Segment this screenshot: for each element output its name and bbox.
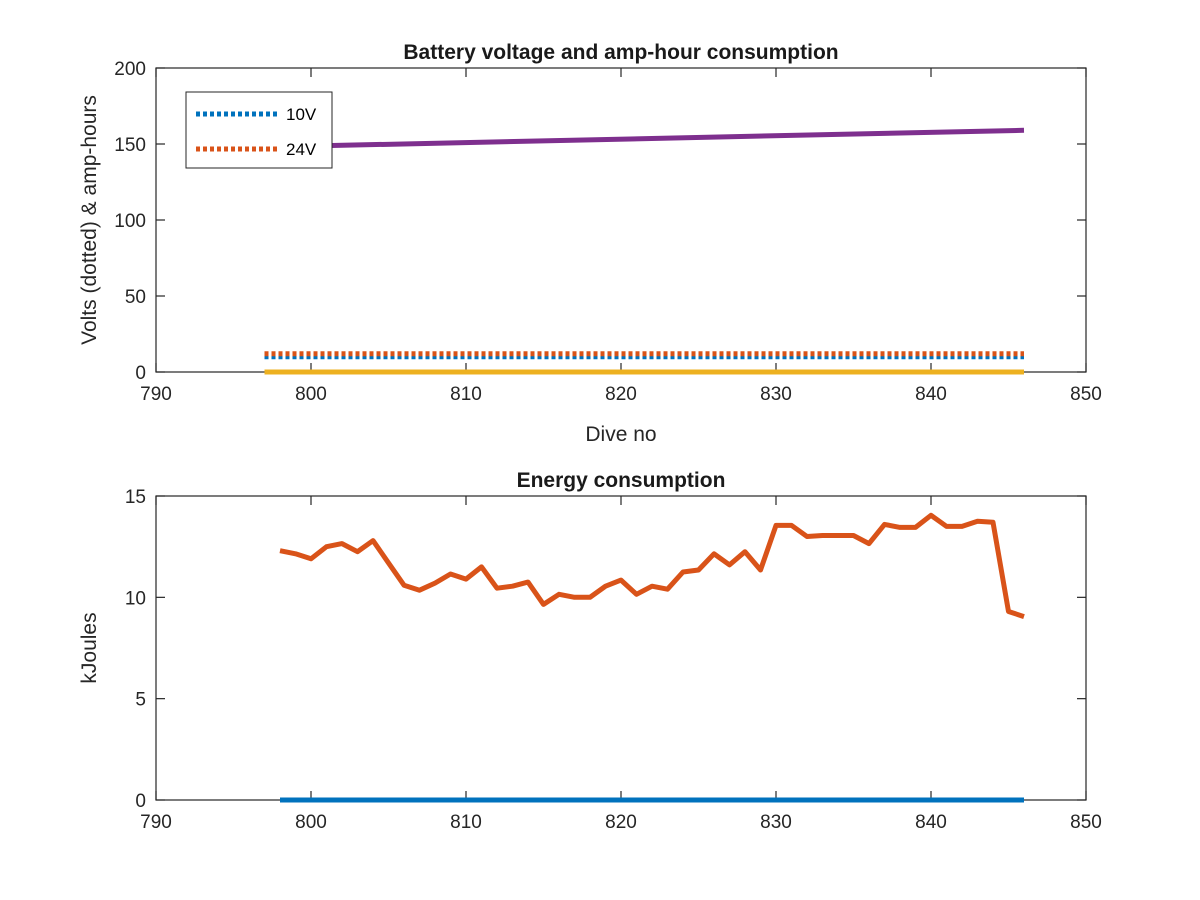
y-tick-label: 100: [114, 211, 146, 232]
x-axis-label: Dive no: [585, 423, 656, 446]
chart-title: Energy consumption: [517, 469, 726, 492]
y-tick-label: 15: [125, 487, 146, 508]
x-tick-label: 830: [760, 812, 792, 833]
y-tick-label: 10: [125, 588, 146, 609]
x-tick-label: 820: [605, 812, 637, 833]
x-tick-label: 830: [760, 384, 792, 405]
x-tick-label: 800: [295, 384, 327, 405]
y-tick-label: 200: [114, 59, 146, 80]
x-tick-label: 810: [450, 384, 482, 405]
battery-voltage-panel: 790 800 810 820 830 840 850 0 50 100 150 200 Battery…: [78, 41, 1102, 446]
y-tick-label: 50: [125, 287, 146, 308]
x-tick-label: 800: [295, 812, 327, 833]
chart-title: Battery voltage and amp-hour consumption: [403, 41, 838, 64]
legend-label-10v: 10V: [286, 105, 317, 124]
x-tick-label: 790: [140, 812, 172, 833]
x-tick-label: 790: [140, 384, 172, 405]
series-line-1: [279, 512, 1025, 619]
y-tick-label: 150: [114, 135, 146, 156]
series-line-3: [264, 127, 1025, 150]
y-axis-label: kJoules: [78, 612, 101, 683]
y-tick-label: 0: [135, 363, 146, 384]
x-tick-label: 840: [915, 812, 947, 833]
y-tick-label: 0: [135, 791, 146, 812]
x-tick-label: 840: [915, 384, 947, 405]
y-tick-label: 5: [135, 690, 146, 711]
x-tick-label: 820: [605, 384, 637, 405]
plot-area: [155, 495, 1087, 801]
legend: 10V 24V: [185, 91, 333, 169]
x-tick-label: 850: [1070, 812, 1102, 833]
x-tick-label: 850: [1070, 384, 1102, 405]
energy-consumption-panel: 790 800 810 820 830 840 850 0 5 10 15 Energy consum…: [78, 469, 1102, 833]
legend-label-24v: 24V: [286, 140, 317, 159]
x-tick-label: 810: [450, 812, 482, 833]
y-axis-label: Volts (dotted) & amp-hours: [78, 95, 101, 345]
legend-box: [185, 91, 333, 169]
